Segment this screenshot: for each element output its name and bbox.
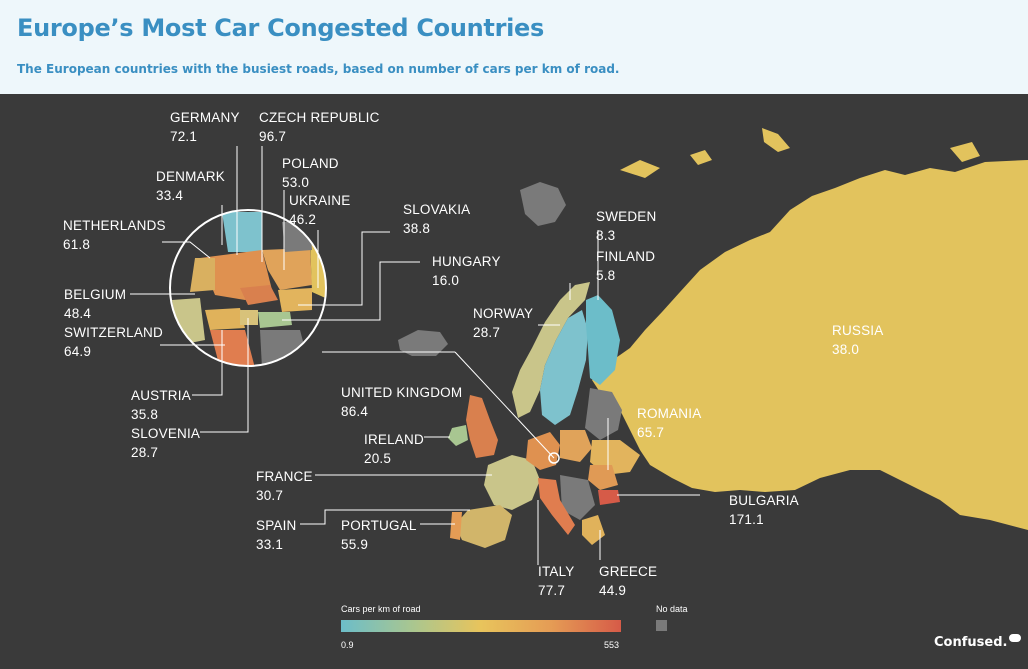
legend-title: Cars per km of road [341, 604, 421, 614]
label-romania: ROMANIA 65.7 [637, 406, 702, 440]
spain-shape [455, 505, 512, 548]
label-austria: AUSTRIA 35.8 [131, 388, 191, 422]
label-netherlands: NETHERLANDS 61.8 [63, 218, 166, 252]
romania-shape [588, 465, 618, 490]
label-belgium: BELGIUM 48.4 [64, 287, 127, 321]
label-poland: POLAND 53.0 [282, 156, 339, 190]
legend-nodata-label: No data [656, 604, 688, 614]
legend-nodata-swatch [656, 620, 667, 631]
label-norway: NORWAY 28.7 [473, 306, 534, 340]
bulgaria-shape [598, 490, 620, 505]
norway-shape [512, 282, 590, 418]
leader-lines [130, 146, 700, 565]
uk-shape [466, 395, 498, 458]
label-portugal: PORTUGAL 55.9 [341, 518, 417, 552]
balkans-shape [560, 475, 595, 520]
label-italy: ITALY 77.7 [538, 564, 575, 598]
label-switzerland: SWITZERLAND 64.9 [64, 325, 163, 359]
germany-shape [526, 432, 560, 470]
label-czech-republic: CZECH REPUBLIC 96.7 [259, 110, 380, 144]
ireland-shape [448, 425, 468, 446]
label-slovakia: SLOVAKIA 38.8 [403, 202, 471, 236]
czech-marker [548, 452, 560, 464]
finland-shape [586, 295, 620, 385]
europe-map [130, 128, 1028, 565]
label-slovenia: SLOVENIA 28.7 [131, 426, 201, 460]
poland-shape [560, 430, 592, 462]
label-russia: RUSSIA 38.0 [832, 323, 884, 357]
baltics-shape [585, 388, 622, 440]
iceland-shape [398, 330, 448, 356]
legend-color-scale [341, 620, 621, 632]
label-spain: SPAIN 33.1 [256, 518, 297, 552]
label-united-kingdom: UNITED KINGDOM 86.4 [341, 385, 463, 419]
france-shape [484, 455, 540, 510]
label-bulgaria: BULGARIA 171.1 [729, 493, 799, 527]
sweden-shape [540, 310, 588, 425]
inset-zoom [169, 209, 327, 367]
label-sweden: SWEDEN 8.3 [596, 209, 657, 243]
label-germany: GERMANY 72.1 [170, 110, 240, 144]
page-subtitle: The European countries with the busiest … [17, 62, 620, 76]
label-ireland: IRELAND 20.5 [364, 432, 424, 466]
italy-shape [538, 478, 575, 535]
header: Europe’s Most Car Congested Countries Th… [0, 0, 1028, 94]
label-finland: FINLAND 5.8 [596, 249, 656, 283]
russia-shape [592, 160, 1028, 530]
label-ukraine: UKRAINE 46.2 [289, 193, 351, 227]
svalbard-shape [520, 182, 566, 226]
map-area: GERMANY 72.1 CZECH REPUBLIC 96.7 POLAND 53.… [0, 94, 1028, 669]
brand-logo: Confused.com [934, 634, 1022, 650]
legend-max-value: 553 [604, 640, 620, 650]
legend-min-value: 0.9 [341, 640, 354, 650]
label-denmark: DENMARK 33.4 [156, 169, 225, 203]
greece-shape [582, 515, 605, 545]
label-hungary: HUNGARY 16.0 [432, 254, 501, 288]
page-title: Europe’s Most Car Congested Countries [17, 14, 544, 42]
label-greece: GREECE 44.9 [599, 564, 658, 598]
czech-leader-line [454, 351, 555, 459]
logo-badge: com [1009, 634, 1022, 642]
portugal-shape [450, 512, 462, 540]
label-france: FRANCE 30.7 [256, 469, 313, 503]
